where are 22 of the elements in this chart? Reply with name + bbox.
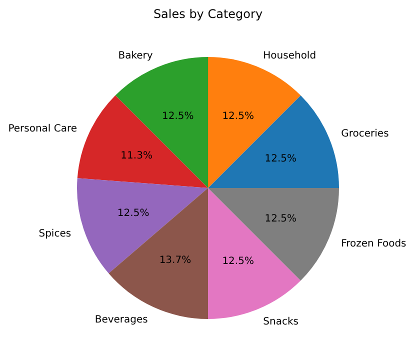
slice-label: Beverages — [94, 314, 148, 326]
data-label: 11.3% — [120, 150, 152, 162]
slice-label: Bakery — [118, 50, 153, 62]
slice-label: Personal Care — [8, 123, 78, 134]
pie-slice — [77, 95, 208, 188]
data-label: 13.7% — [159, 254, 192, 266]
pie-slice — [208, 188, 339, 281]
data-label: 12.5% — [222, 110, 254, 122]
pie-slice — [208, 57, 301, 188]
pie-slice — [208, 95, 339, 188]
data-label: 12.5% — [222, 256, 254, 268]
slice-label: Spices — [38, 228, 72, 240]
pie-slice — [77, 178, 208, 274]
data-label: 12.5% — [264, 214, 297, 225]
data-label: 12.5% — [117, 208, 150, 220]
chart-title: Sales by Category — [153, 7, 263, 21]
slice-label: Groceries — [341, 128, 389, 140]
slice-label: Snacks — [263, 316, 298, 328]
data-label: 12.5% — [162, 110, 194, 122]
data-label: 12.5% — [264, 153, 297, 164]
slice-label: Frozen Foods — [341, 238, 406, 250]
slice-label: Household — [263, 50, 316, 62]
